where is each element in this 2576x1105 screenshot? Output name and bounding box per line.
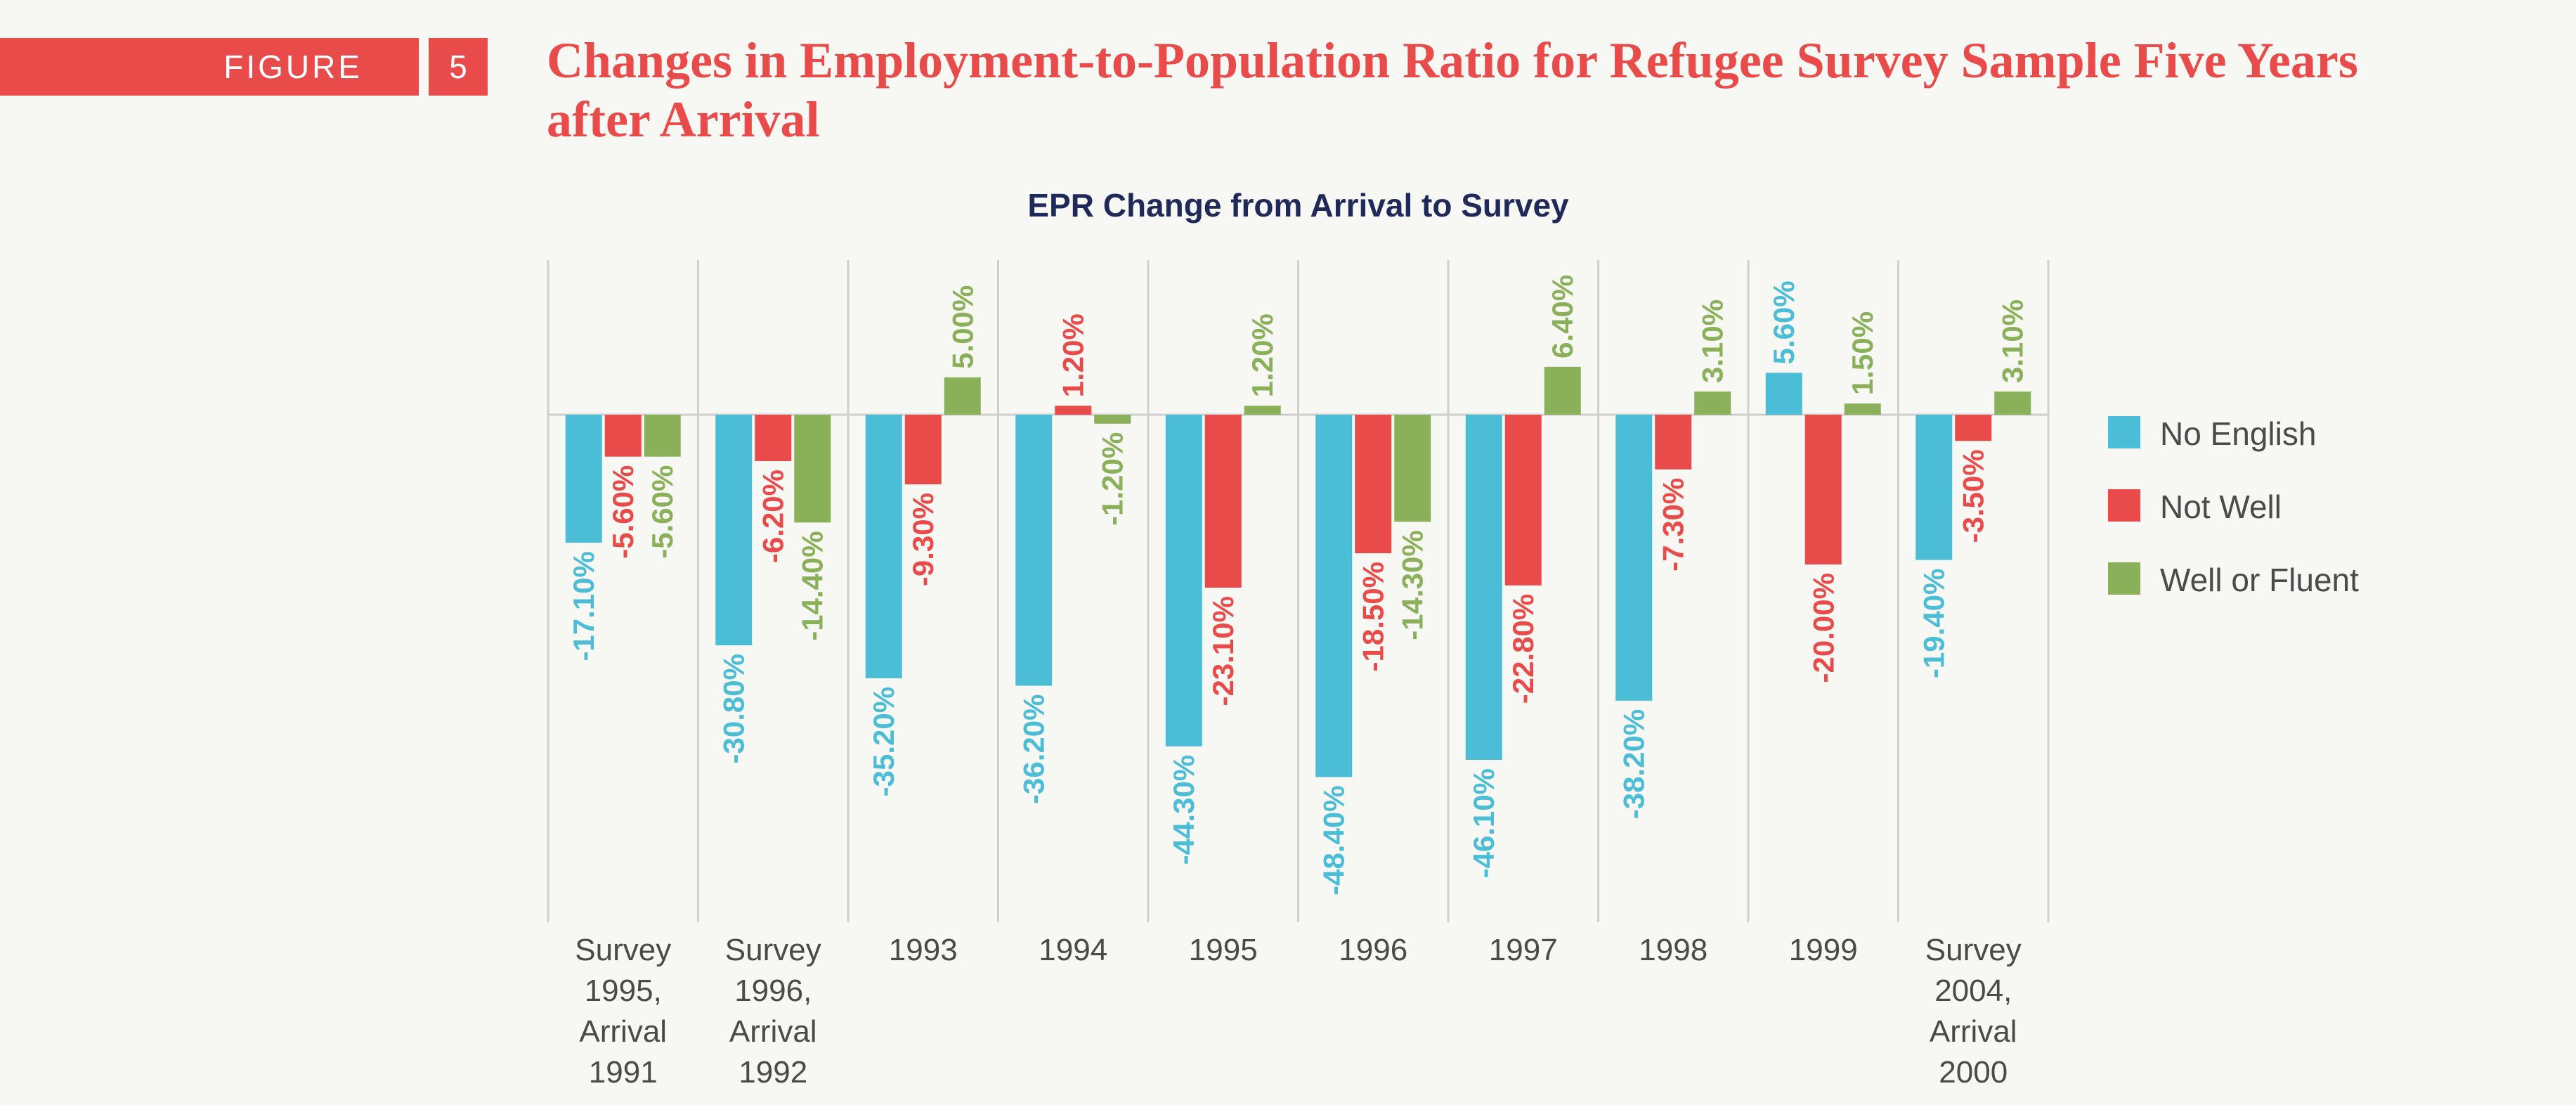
category-label: Arrival: [1930, 1014, 2017, 1049]
data-label: 5.60%: [1767, 280, 1800, 364]
category-label: 2000: [1939, 1055, 2008, 1090]
data-label: -35.20%: [867, 687, 900, 796]
bar-not-well: [755, 415, 792, 462]
bar-not-well: [1504, 415, 1542, 586]
category-label: 1995: [1189, 933, 1258, 967]
bar-well-or-fluent: [1844, 403, 1881, 415]
bar-well-or-fluent: [1244, 406, 1281, 415]
data-label: -48.40%: [1318, 785, 1351, 895]
category-label: Arrival: [579, 1014, 667, 1049]
category-label: Survey: [725, 933, 821, 967]
legend-swatch: [2108, 416, 2140, 448]
data-label: -22.80%: [1507, 594, 1540, 704]
data-label: -44.30%: [1167, 755, 1200, 865]
data-label: -1.20%: [1096, 432, 1129, 526]
bar-not-well: [1955, 415, 1992, 441]
bar-not-well: [904, 415, 942, 485]
data-label: -3.50%: [1957, 449, 1990, 543]
data-label: -14.30%: [1396, 530, 1429, 640]
data-label: 1.20%: [1057, 314, 1090, 397]
bar-well-or-fluent: [644, 415, 681, 457]
legend-swatch: [2108, 562, 2140, 595]
bar-not-well: [1204, 415, 1242, 588]
data-label: -38.20%: [1618, 709, 1651, 819]
category-label: 1998: [1639, 933, 1707, 967]
data-label: 1.20%: [1246, 314, 1279, 397]
bar-no-english: [1765, 373, 1802, 415]
data-label: -5.60%: [646, 465, 679, 559]
category-label: 1995,: [585, 974, 662, 1008]
bar-well-or-fluent: [1094, 415, 1131, 424]
bar-no-english: [715, 415, 753, 646]
data-label: 3.10%: [1996, 299, 2029, 383]
bar-no-english: [1465, 415, 1502, 760]
bar-no-english: [1615, 415, 1653, 701]
data-label: -20.00%: [1807, 573, 1840, 683]
bar-well-or-fluent: [1694, 391, 1731, 415]
legend-swatch: [2108, 489, 2140, 522]
data-label: 3.10%: [1696, 299, 1729, 383]
data-label: -30.80%: [717, 654, 750, 763]
data-label: -5.60%: [606, 465, 639, 559]
legend-label: No English: [2160, 415, 2316, 452]
bar-not-well: [1055, 406, 1092, 415]
category-label: 1993: [889, 933, 958, 967]
category-label: 1999: [1789, 933, 1858, 967]
bar-no-english: [865, 415, 902, 678]
bar-well-or-fluent: [1994, 391, 2031, 415]
data-label: -46.10%: [1467, 768, 1500, 878]
bar-not-well: [1804, 415, 1842, 564]
bar-no-english: [1915, 415, 1953, 560]
data-label: 6.40%: [1546, 275, 1579, 358]
figure-number: 5: [429, 38, 488, 96]
data-label: -17.10%: [567, 551, 600, 661]
category-label: Arrival: [729, 1014, 817, 1049]
bar-no-english: [1015, 415, 1053, 686]
category-label: Survey: [575, 933, 671, 967]
bar-well-or-fluent: [1544, 366, 1581, 415]
category-label: 1992: [739, 1055, 807, 1090]
legend-label: Well or Fluent: [2160, 562, 2359, 598]
data-label: -7.30%: [1657, 478, 1690, 571]
data-label: -14.40%: [796, 531, 829, 640]
figure-label: FIGURE: [223, 49, 363, 85]
data-label: 5.00%: [946, 285, 979, 369]
figure-title: Changes in Employment-to-Population Rati…: [547, 32, 2358, 148]
bar-not-well: [604, 415, 642, 457]
figure-label-bar: [0, 38, 419, 96]
data-label: -18.50%: [1357, 562, 1390, 671]
category-label: 1991: [589, 1055, 658, 1090]
category-label: 1997: [1489, 933, 1558, 967]
data-label: -23.10%: [1206, 596, 1240, 706]
bar-not-well: [1355, 415, 1392, 554]
bar-well-or-fluent: [1394, 415, 1431, 522]
bar-no-english: [565, 415, 602, 543]
data-label: -19.40%: [1918, 569, 1951, 678]
data-label: -9.30%: [906, 493, 939, 586]
bar-no-english: [1165, 415, 1202, 747]
category-label: 1996: [1339, 933, 1407, 967]
category-label: Survey: [1925, 933, 2022, 967]
bar-not-well: [1655, 415, 1692, 470]
bar-well-or-fluent: [944, 377, 981, 415]
category-label: 1996,: [734, 974, 812, 1008]
bar-well-or-fluent: [794, 415, 831, 523]
data-label: 1.50%: [1846, 311, 1879, 395]
legend-label: Not Well: [2160, 489, 2282, 525]
chart-title: EPR Change from Arrival to Survey: [1027, 187, 1569, 224]
category-label: 2004,: [1934, 974, 2012, 1008]
data-label: -6.20%: [757, 470, 790, 563]
category-label: 1994: [1039, 933, 1107, 967]
bar-no-english: [1315, 415, 1353, 777]
data-label: -36.20%: [1017, 694, 1050, 804]
